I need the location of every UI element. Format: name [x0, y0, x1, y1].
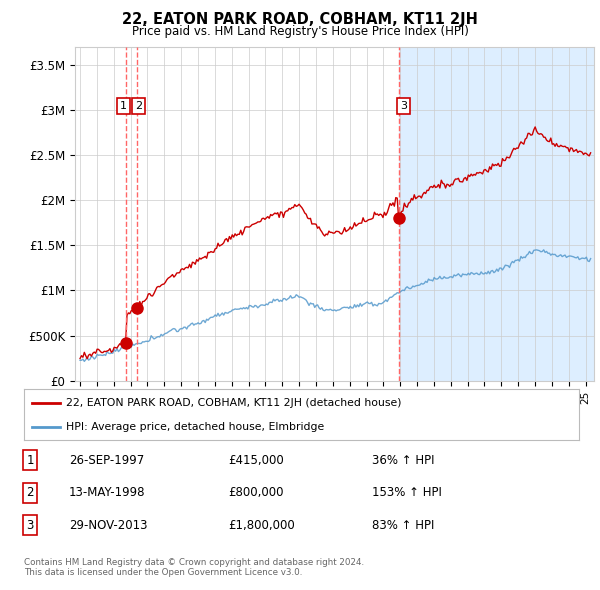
Text: 83% ↑ HPI: 83% ↑ HPI: [372, 519, 434, 532]
Text: Price paid vs. HM Land Registry's House Price Index (HPI): Price paid vs. HM Land Registry's House …: [131, 25, 469, 38]
Text: 22, EATON PARK ROAD, COBHAM, KT11 2JH: 22, EATON PARK ROAD, COBHAM, KT11 2JH: [122, 12, 478, 27]
Text: 22, EATON PARK ROAD, COBHAM, KT11 2JH (detached house): 22, EATON PARK ROAD, COBHAM, KT11 2JH (d…: [65, 398, 401, 408]
Text: 3: 3: [26, 519, 34, 532]
Text: 1: 1: [120, 101, 127, 111]
Text: 26-SEP-1997: 26-SEP-1997: [69, 454, 144, 467]
Text: HPI: Average price, detached house, Elmbridge: HPI: Average price, detached house, Elmb…: [65, 422, 324, 432]
Text: £1,800,000: £1,800,000: [228, 519, 295, 532]
Text: 13-MAY-1998: 13-MAY-1998: [69, 486, 146, 499]
Text: 29-NOV-2013: 29-NOV-2013: [69, 519, 148, 532]
Text: £800,000: £800,000: [228, 486, 284, 499]
Text: 153% ↑ HPI: 153% ↑ HPI: [372, 486, 442, 499]
Text: 2: 2: [135, 101, 142, 111]
Text: 36% ↑ HPI: 36% ↑ HPI: [372, 454, 434, 467]
Bar: [399, 47, 600, 381]
Text: Contains HM Land Registry data © Crown copyright and database right 2024.
This d: Contains HM Land Registry data © Crown c…: [24, 558, 364, 577]
Text: 3: 3: [400, 101, 407, 111]
Text: £415,000: £415,000: [228, 454, 284, 467]
Text: 1: 1: [26, 454, 34, 467]
Text: 2: 2: [26, 486, 34, 499]
